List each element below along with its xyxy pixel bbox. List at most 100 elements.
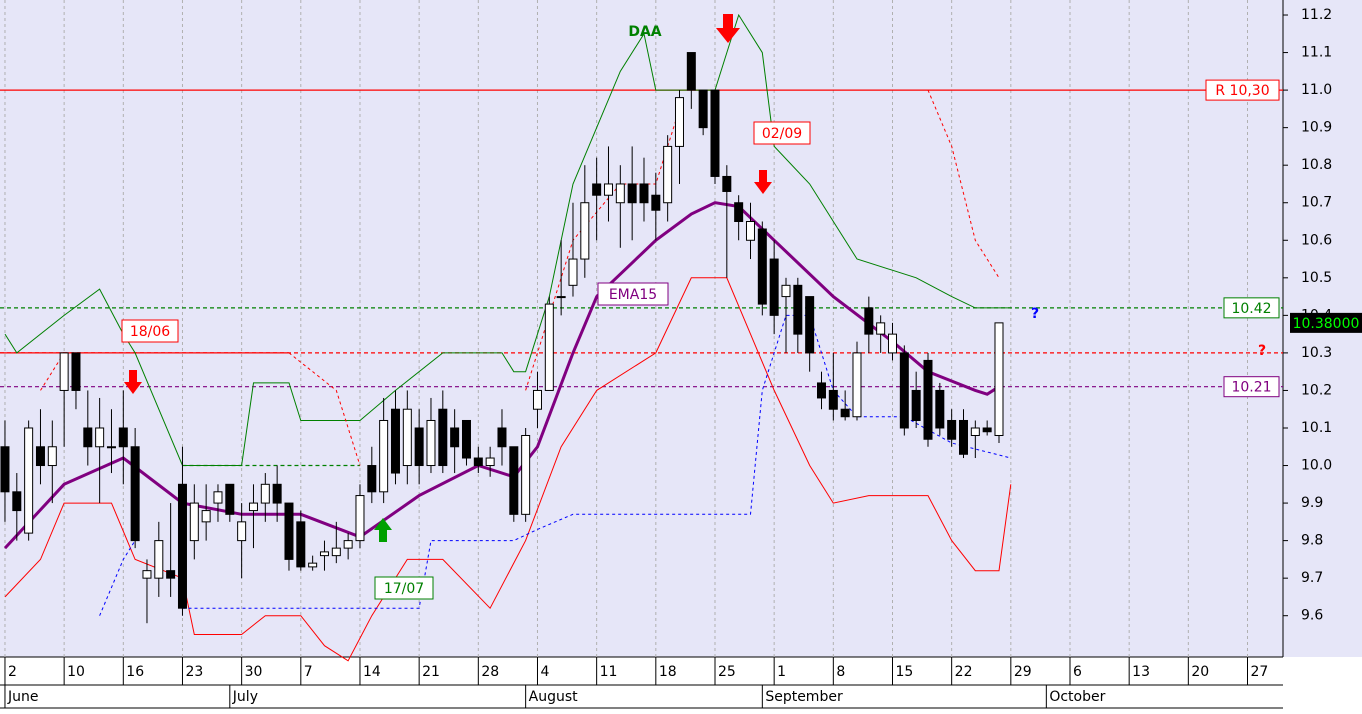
candle-body: [935, 389, 945, 429]
candle-body: [911, 389, 921, 421]
candle-body: [521, 434, 531, 515]
candle-body: [118, 427, 128, 448]
candle-body: [923, 359, 933, 440]
candle-body: [686, 52, 696, 91]
candle-body: [390, 408, 400, 474]
annotation: 18/06: [130, 324, 170, 340]
annotation: 02/09: [762, 126, 802, 142]
annotation: EMA15: [609, 287, 657, 303]
candle-body: [71, 352, 81, 391]
candle-body: [497, 427, 507, 448]
indicator-line: [288, 352, 361, 466]
sell-arrow: [716, 14, 740, 43]
candle-body: [272, 483, 282, 504]
level-label-box: [1205, 79, 1280, 101]
candle-body: [426, 419, 436, 467]
x-tick-label: 27: [1250, 664, 1268, 680]
x-tick-label: 22: [955, 664, 973, 680]
candle-body: [225, 483, 235, 515]
y-tick-label: 10.1: [1301, 420, 1332, 436]
indicator-line: [4, 13, 1011, 466]
x-tick-label: 30: [245, 664, 263, 680]
candle-body: [237, 521, 247, 542]
candle-body: [24, 427, 34, 534]
level-label: 10.42: [1231, 301, 1271, 317]
candle-body: [438, 408, 448, 467]
sell-arrow: [754, 170, 772, 194]
candle-body: [781, 284, 791, 298]
candle-body: [189, 502, 199, 542]
candle-body: [130, 446, 140, 542]
x-tick-label: 21: [422, 664, 440, 680]
level-label-box: [1223, 376, 1280, 398]
y-tick-label: 9.8: [1301, 533, 1323, 549]
last-price-box: [1290, 312, 1362, 333]
level-label-box: [1223, 297, 1280, 319]
candle-body: [296, 521, 306, 568]
candle-body: [532, 389, 542, 410]
buy-arrow: [374, 518, 392, 542]
candle-body: [805, 296, 815, 354]
x-tick-label: 23: [185, 664, 203, 680]
annotation: ?: [1258, 343, 1266, 359]
candle-body: [722, 175, 732, 192]
candle-body: [568, 258, 578, 286]
candle-body: [248, 502, 258, 512]
candle-body: [840, 408, 850, 418]
x-tick-label: 29: [1014, 664, 1032, 680]
x-tick-label: 13: [1132, 664, 1150, 680]
y-tick-label: 9.9: [1301, 495, 1323, 511]
axes: 9.69.79.89.910.010.110.210.310.410.510.6…: [4, 7, 1362, 708]
candle-body: [674, 97, 684, 147]
candle-body: [402, 408, 412, 467]
annotation-box: [753, 121, 811, 145]
indicator-line: [182, 314, 1011, 609]
candle-body: [769, 258, 779, 316]
month-label: October: [1049, 689, 1105, 705]
last-price-label: 10.38000: [1293, 316, 1360, 332]
x-tick-label: 16: [126, 664, 144, 680]
candle-body: [793, 284, 803, 335]
candle-body: [260, 483, 270, 504]
candle-body: [414, 427, 424, 467]
candle-body: [473, 457, 483, 467]
sell-arrow: [124, 370, 142, 394]
candle-body: [35, 446, 45, 467]
candle-body: [213, 491, 223, 504]
candle-body: [450, 427, 460, 448]
annotation-box: [374, 576, 434, 600]
indicator-line: [927, 89, 1000, 279]
level-label: 10.21: [1231, 380, 1271, 396]
candle-body: [828, 389, 838, 410]
candle-body: [0, 446, 10, 493]
candle-body: [154, 540, 164, 579]
candle-body: [899, 352, 909, 429]
candle-body: [367, 465, 377, 493]
candle-body: [580, 202, 590, 260]
candle-body: [757, 228, 767, 305]
y-tick-label: 10.9: [1301, 120, 1332, 136]
x-tick-label: 20: [1191, 664, 1209, 680]
x-tick-label: 15: [895, 664, 913, 680]
candle-body: [177, 483, 187, 609]
candle-body: [59, 352, 69, 391]
candles: [0, 52, 1004, 624]
month-label: July: [232, 689, 258, 705]
candle-body: [592, 183, 602, 196]
x-tick-label: 11: [600, 664, 618, 680]
candle-body: [639, 183, 649, 204]
candle-body: [379, 419, 389, 493]
candle-body: [485, 457, 495, 467]
y-tick-label: 10.7: [1301, 195, 1332, 211]
candle-body: [83, 427, 93, 448]
x-tick-label: 14: [363, 664, 381, 680]
candle-body: [745, 221, 755, 241]
candle-body: [663, 145, 673, 204]
y-tick-label: 10.2: [1301, 382, 1332, 398]
candle-body: [461, 419, 471, 459]
candle-body: [970, 427, 980, 436]
candle-body: [355, 495, 365, 542]
y-tick-label: 9.7: [1301, 570, 1323, 586]
y-tick-label: 10.3: [1301, 345, 1332, 361]
